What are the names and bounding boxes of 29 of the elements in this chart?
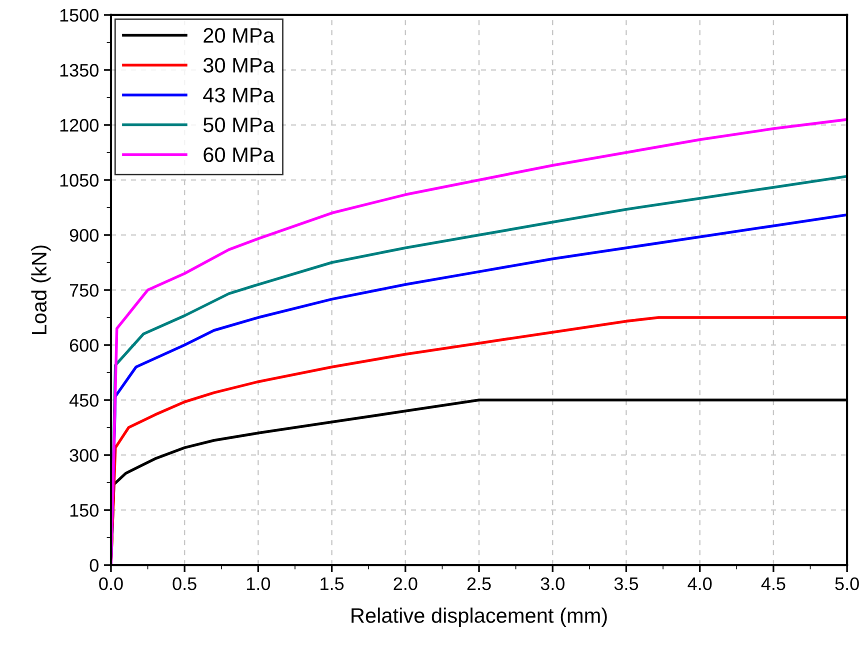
x-tick-label: 1.5 — [320, 578, 344, 590]
y-tick-label: 900 — [70, 228, 98, 242]
x-tick-label: 0.5 — [172, 577, 196, 590]
y-tick-label: 600 — [70, 338, 98, 352]
x-tick-label: 4.5 — [761, 578, 786, 590]
y-tick-label: 1500 — [60, 8, 98, 22]
x-tick-label: 3.0 — [540, 577, 564, 590]
y-tick-label: 450 — [69, 394, 98, 407]
legend-label: 30 MPa — [203, 58, 274, 73]
y-axis-title: Load (kN) — [31, 246, 51, 334]
y-tick-label: 300 — [70, 448, 98, 462]
y-tick-label: 1050 — [60, 174, 98, 187]
y-tick-label: 750 — [70, 284, 98, 297]
y-tick-label: 1350 — [60, 64, 98, 77]
x-tick-label: 0.0 — [99, 577, 123, 590]
x-tick-label: 2.0 — [394, 577, 418, 590]
x-tick-label: 2.5 — [467, 577, 491, 590]
y-tick-label: 1200 — [60, 118, 98, 132]
y-tick-label: 0 — [90, 559, 98, 572]
x-tick-label: 5.0 — [835, 577, 859, 590]
legend-label: 43 MPa — [203, 88, 274, 102]
y-tick-label: 150 — [70, 504, 98, 517]
x-axis-title: Relative displacement (mm) — [352, 608, 607, 628]
x-tick-label: 3.5 — [614, 577, 638, 590]
legend-label: 60 MPa — [204, 147, 274, 162]
x-tick-label: 1.0 — [247, 577, 270, 590]
legend-label: 50 MPa — [203, 118, 274, 132]
legend-label: 20 MPa — [204, 28, 274, 43]
x-tick-label: 4.0 — [688, 577, 712, 590]
